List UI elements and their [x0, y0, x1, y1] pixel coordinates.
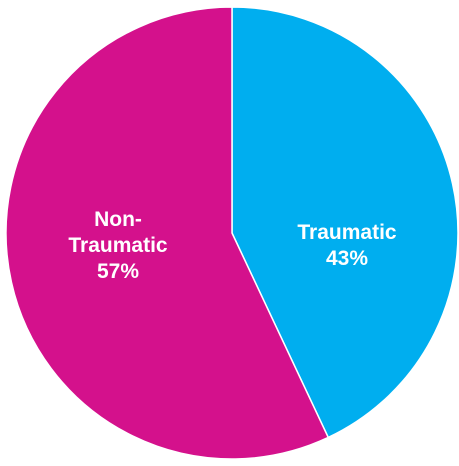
pie-slice-non-traumatic [5, 6, 329, 460]
slice-name-traumatic: Traumatic [297, 221, 397, 244]
slice-percent-non-traumatic: 57% [96, 260, 140, 283]
slice-name-non-line2: Traumatic [68, 234, 168, 257]
pie-slice-traumatic [231, 6, 459, 439]
slice-label-traumatic: Traumatic 43% [297, 220, 396, 272]
slice-name-non-line1: Non- [94, 208, 142, 231]
slice-label-non-traumatic: Non- Traumatic 57% [68, 207, 167, 285]
slice-percent-traumatic: 43% [325, 247, 369, 270]
